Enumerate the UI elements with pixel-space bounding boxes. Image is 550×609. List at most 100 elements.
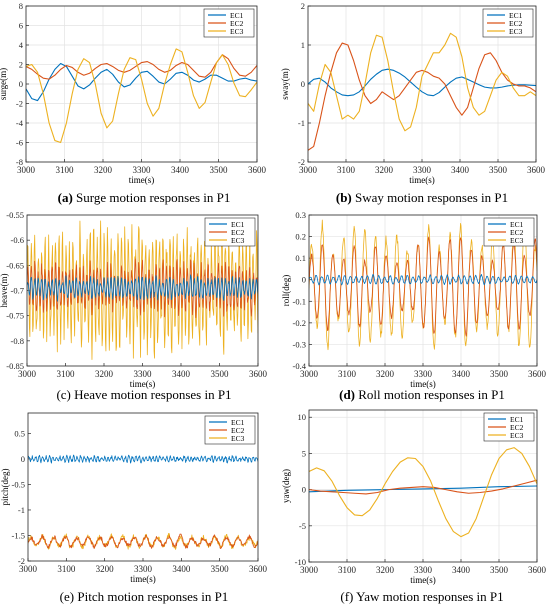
legend-label-ec2: EC2	[509, 19, 523, 28]
panel-surge: 3000 3100 3200 3300 3400 3500 3600 -8 -6 -4 -2 0 2 4 6…	[0, 1, 267, 185]
series-line-ec3	[309, 219, 537, 351]
y-tick-label: 0	[301, 79, 305, 89]
y-tick-label: -0.8	[11, 336, 24, 346]
legend-label-ec1: EC1	[231, 418, 245, 427]
y-tick-label: 8	[19, 1, 23, 11]
y-axis-label: heave(m)	[0, 274, 9, 308]
x-tick-label: 3000	[300, 565, 319, 575]
y-tick-label: 0	[19, 79, 23, 89]
x-tick-label: 3000	[19, 564, 38, 574]
y-tick-label: -6	[16, 138, 23, 148]
y-tick-label: -0.5	[12, 479, 25, 489]
x-tick-label: 3100	[338, 369, 357, 379]
x-tick-label: 3000	[17, 165, 36, 175]
panel-roll: 3000 3100 3200 3300 3400 3500 3600 -0.4 -0.3 -0.2…	[281, 210, 547, 389]
x-tick-label: 3500	[211, 369, 230, 379]
x-tick-label: 3000	[18, 369, 37, 379]
y-axis-label: pitch(deg)	[0, 469, 10, 506]
axes-frame	[308, 409, 538, 563]
panel-heave: 3000 3100 3200 3300 3400 3500 3600 -0.85 -0.8 -0.…	[0, 210, 268, 389]
y-axis-label: sway(m)	[280, 68, 290, 100]
legend-label-ec3: EC3	[510, 236, 524, 245]
y-tick-label: -2	[18, 556, 25, 566]
y-tick-label: -5	[299, 521, 306, 531]
series-line-ec3	[26, 48, 257, 144]
legend-label-ec2: EC2	[510, 423, 524, 432]
y-tick-label: -0.2	[293, 318, 306, 328]
axes-frame	[307, 5, 537, 163]
panel-sway: 3000 3100 3200 3300 3400 3500 3600 -2 -1 0 1 2 time(…	[280, 1, 546, 185]
x-tick-label: 3300	[134, 564, 153, 574]
x-tick-label: 3200	[94, 165, 113, 175]
legend-label-ec1: EC1	[230, 11, 244, 20]
legend-label-ec3: EC3	[509, 27, 523, 36]
x-tick-label: 3600	[528, 369, 547, 379]
y-tick-label: 10	[298, 412, 307, 422]
legend-label-ec1: EC1	[510, 220, 524, 229]
y-tick-label: -8	[16, 157, 23, 167]
caption-yaw: (f) Yaw motion responses in P1	[340, 589, 503, 604]
panel-yaw: 3000 3100 3200 3300 3400 3500 3600 -10 -5 0 5 10 tim…	[281, 409, 547, 585]
axes-frame	[27, 412, 259, 562]
y-tick-label: -0.65	[6, 260, 24, 270]
x-tick-label: 3400	[172, 369, 191, 379]
y-tick-label: -1	[298, 118, 305, 128]
legend-label-ec2: EC2	[230, 19, 244, 28]
legend-label-ec3: EC3	[230, 27, 244, 36]
series-line-ec2	[309, 236, 537, 337]
panel-pitch: 3000 3100 3200 3300 3400 3500 3600 -2 -1.5 -1 -0.5…	[0, 412, 268, 584]
y-tick-label: 0	[302, 275, 306, 285]
y-tick-label: 5	[302, 448, 306, 458]
x-tick-label: 3600	[249, 564, 268, 574]
legend-label-ec3: EC3	[510, 431, 524, 440]
x-tick-label: 3300	[414, 565, 433, 575]
series-line-ec1	[28, 454, 258, 464]
y-tick-label: -4	[16, 118, 24, 128]
y-tick-label: 6	[19, 21, 23, 31]
series-line-ec1	[27, 274, 258, 302]
legend-label-ec1: EC1	[231, 220, 245, 229]
x-tick-label: 3300	[134, 369, 153, 379]
y-tick-label: 0.5	[14, 428, 25, 438]
y-tick-label: -2	[298, 157, 305, 167]
legend-label-ec1: EC1	[509, 11, 523, 20]
series-line-ec2	[308, 42, 536, 151]
x-tick-label: 3400	[451, 165, 470, 175]
y-tick-label: 0	[302, 485, 306, 495]
y-tick-label: -0.6	[11, 235, 24, 245]
series-line-ec2	[309, 479, 537, 495]
x-tick-label: 3600	[249, 369, 268, 379]
x-tick-label: 3200	[376, 369, 395, 379]
y-tick-label: -0.3	[293, 339, 306, 349]
x-axis-label: time(s)	[130, 574, 156, 584]
y-tick-label: -0.55	[6, 210, 24, 220]
y-tick-label: -0.85	[6, 361, 24, 371]
x-tick-label: 3500	[211, 564, 230, 574]
y-tick-label: -0.7	[11, 286, 24, 296]
x-tick-label: 3100	[57, 369, 76, 379]
x-tick-label: 3400	[452, 369, 471, 379]
y-tick-label: -2	[16, 99, 23, 109]
x-tick-label: 3100	[337, 165, 356, 175]
x-tick-label: 3600	[528, 565, 547, 575]
x-tick-label: 3600	[527, 165, 546, 175]
x-tick-label: 3200	[375, 165, 394, 175]
legend-label-ec2: EC2	[231, 426, 245, 435]
y-tick-label: 0	[21, 454, 25, 464]
legend-label-ec2: EC2	[510, 228, 524, 237]
x-tick-label: 3000	[299, 165, 318, 175]
caption-sway: (b) Sway motion responses in P1	[336, 190, 508, 205]
caption-surge: (a) Surge motion responses in P1	[58, 190, 231, 205]
y-axis-label: yaw(deg)	[281, 469, 291, 503]
y-tick-label: 2	[301, 1, 305, 11]
x-tick-label: 3200	[96, 564, 115, 574]
y-tick-label: -0.75	[6, 311, 24, 321]
y-tick-label: 0.2	[295, 232, 306, 242]
x-tick-label: 3100	[56, 165, 75, 175]
series-line-ec1	[308, 68, 536, 97]
caption-heave: (c) Heave motion responses in P1	[56, 387, 231, 402]
y-axis-label: roll(deg)	[281, 275, 291, 307]
